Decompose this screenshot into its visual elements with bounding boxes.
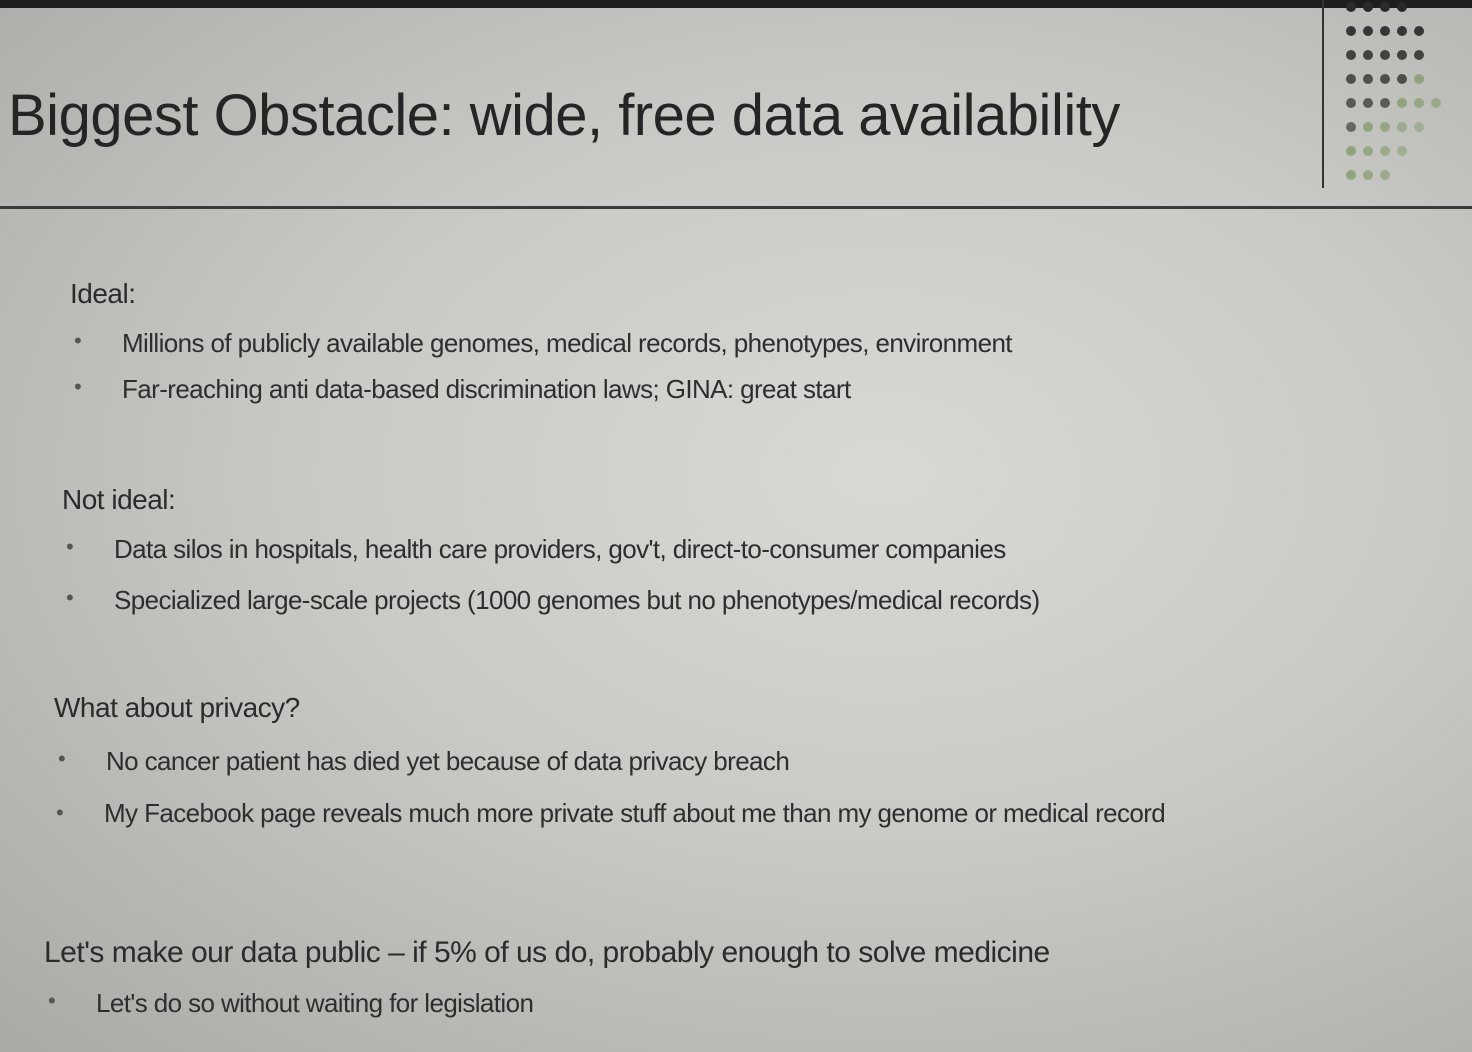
dot-grid-logo-icon bbox=[1336, 0, 1466, 190]
slide-title: Biggest Obstacle: wide, free data availa… bbox=[8, 83, 1120, 148]
bullet-text: Millions of publicly available genomes, … bbox=[122, 328, 1013, 358]
bullet-text: Let's do so without waiting for legislat… bbox=[96, 988, 534, 1018]
bullet-icon: • bbox=[74, 374, 82, 399]
bullet-icon: • bbox=[56, 800, 64, 825]
logo-dot bbox=[1346, 170, 1356, 180]
section-heading-call-to-action: Let's make our data public – if 5% of us… bbox=[44, 936, 1050, 969]
logo-dot bbox=[1363, 50, 1373, 60]
logo-divider bbox=[1322, 0, 1324, 188]
bullet-text: No cancer patient has died yet because o… bbox=[106, 746, 790, 776]
logo-dot bbox=[1346, 122, 1356, 132]
logo-dot bbox=[1380, 50, 1390, 60]
bullet-icon: • bbox=[74, 328, 82, 353]
top-border bbox=[0, 0, 1472, 8]
logo-dot bbox=[1397, 2, 1407, 12]
logo-dot bbox=[1380, 146, 1390, 156]
logo-dot bbox=[1346, 50, 1356, 60]
logo-dot bbox=[1380, 98, 1390, 108]
logo-dot bbox=[1363, 2, 1373, 12]
bullet-icon: • bbox=[58, 746, 66, 771]
bullet-text: My Facebook page reveals much more priva… bbox=[104, 798, 1166, 828]
logo-dot bbox=[1346, 2, 1356, 12]
logo-dot bbox=[1397, 26, 1407, 36]
logo-dot bbox=[1346, 26, 1356, 36]
logo-dot bbox=[1346, 98, 1356, 108]
title-divider bbox=[0, 206, 1472, 209]
bullet-icon: • bbox=[66, 585, 74, 610]
bullet-text: Specialized large-scale projects (1000 g… bbox=[114, 585, 1040, 615]
bullet-icon: • bbox=[66, 534, 74, 559]
logo-dot bbox=[1414, 98, 1424, 108]
logo-dot bbox=[1414, 50, 1424, 60]
logo-dot bbox=[1346, 74, 1356, 84]
bullet-icon: • bbox=[48, 988, 56, 1013]
bullet-item: • Data silos in hospitals, health care p… bbox=[66, 534, 1006, 565]
logo-dot bbox=[1363, 74, 1373, 84]
bullet-item: • My Facebook page reveals much more pri… bbox=[56, 796, 1324, 830]
logo-dot bbox=[1380, 2, 1390, 12]
bullet-item: • Millions of publicly available genomes… bbox=[74, 328, 1013, 359]
logo-dot bbox=[1346, 146, 1356, 156]
logo-dot bbox=[1397, 74, 1407, 84]
logo-dot bbox=[1380, 26, 1390, 36]
bullet-item: • Let's do so without waiting for legisl… bbox=[48, 988, 534, 1019]
bullet-text: Data silos in hospitals, health care pro… bbox=[114, 534, 1006, 564]
logo-dot bbox=[1363, 122, 1373, 132]
logo-dot bbox=[1380, 170, 1390, 180]
logo-dot bbox=[1380, 122, 1390, 132]
logo-dot bbox=[1363, 170, 1373, 180]
bullet-item: • Specialized large-scale projects (1000… bbox=[66, 585, 1040, 616]
bullet-text: Far-reaching anti data-based discriminat… bbox=[122, 374, 851, 404]
logo-dot bbox=[1397, 98, 1407, 108]
logo-dot bbox=[1363, 26, 1373, 36]
logo-dot bbox=[1363, 98, 1373, 108]
section-heading-not-ideal: Not ideal: bbox=[62, 484, 176, 515]
logo-dot bbox=[1431, 98, 1441, 108]
section-heading-ideal: Ideal: bbox=[70, 278, 136, 309]
bullet-item: • No cancer patient has died yet because… bbox=[58, 746, 790, 777]
logo-dot bbox=[1414, 74, 1424, 84]
logo-dot bbox=[1397, 146, 1407, 156]
logo-dot bbox=[1414, 122, 1424, 132]
section-heading-privacy: What about privacy? bbox=[54, 692, 300, 723]
logo-dot bbox=[1397, 50, 1407, 60]
logo-dot bbox=[1380, 74, 1390, 84]
bullet-item: • Far-reaching anti data-based discrimin… bbox=[74, 374, 851, 405]
logo-dot bbox=[1363, 146, 1373, 156]
logo-dot bbox=[1397, 122, 1407, 132]
logo-dot bbox=[1414, 26, 1424, 36]
